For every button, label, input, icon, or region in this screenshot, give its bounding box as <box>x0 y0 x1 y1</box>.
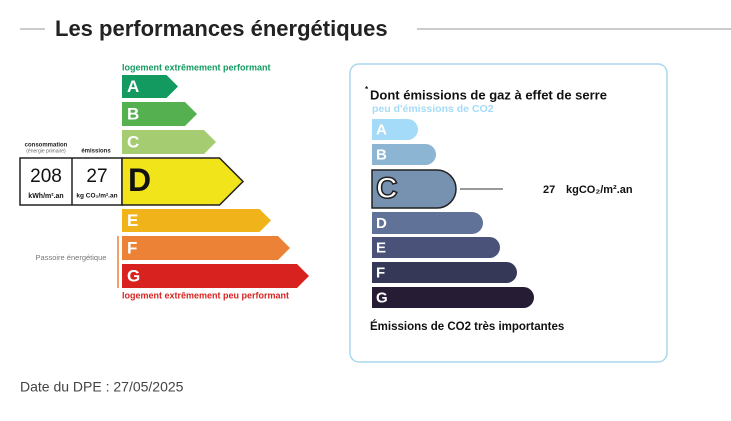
consumption-header: consommation <box>25 143 68 149</box>
consumption-value: 208 <box>30 166 62 187</box>
ges-class-letter: B <box>376 146 387 163</box>
ges-class-bar <box>372 212 483 234</box>
emissions-unit: kg CO₂/m².an <box>76 193 117 200</box>
ges-title: Dont émissions de gaz à effet de serre <box>370 87 607 102</box>
ges-value: 27 <box>543 184 555 196</box>
energy-class-letter: D <box>128 162 151 198</box>
energy-class-bar <box>122 102 197 126</box>
energy-class-letter: G <box>127 266 140 285</box>
consumption-sub: (énergie primaire) <box>26 148 66 154</box>
energy-class-bar <box>122 75 178 98</box>
energy-class-letter: E <box>127 211 138 230</box>
ges-class-letter: E <box>376 239 386 256</box>
value-box <box>19 157 123 206</box>
ges-title-mark: * <box>365 85 369 94</box>
ges-class-bar <box>372 262 517 283</box>
passoire-label: Passoire énergétique <box>36 253 107 262</box>
ges-class-letter: D <box>376 215 387 232</box>
energy-class-bar <box>122 130 216 154</box>
ges-class-letter: C <box>376 172 398 205</box>
ges-class-letter: G <box>376 289 388 306</box>
energy-class-bar <box>122 236 290 260</box>
energy-class-bar <box>122 209 271 232</box>
energy-class-letter: F <box>127 238 137 257</box>
dpe-date: Date du DPE : 27/05/2025 <box>20 379 184 395</box>
ges-class-letter: F <box>376 264 385 281</box>
ges-class-bar <box>372 119 418 140</box>
consumption-unit: kWh/m².an <box>28 193 63 200</box>
emissions-value: 27 <box>86 166 107 187</box>
energy-class-bar <box>122 264 309 288</box>
energy-class-bar <box>121 157 245 206</box>
section-title: Les performances énergétiques <box>55 16 388 41</box>
ges-bottom-label: Émissions de CO2 très importantes <box>370 320 564 333</box>
ges-unit: kgCO₂/m².an <box>566 184 633 196</box>
energy-class-letter: A <box>127 77 139 96</box>
energy-class-letter: B <box>127 104 139 123</box>
energy-class-letter: C <box>127 132 139 151</box>
ges-class-bar <box>372 237 500 258</box>
ges-class-bar <box>372 144 437 165</box>
emissions-header: émissions <box>81 149 111 155</box>
ges-class-bar <box>372 287 534 308</box>
ges-top-label: peu d'émissions de CO2 <box>372 103 494 115</box>
ges-class-bar <box>371 169 457 209</box>
ges-class-letter: A <box>376 121 387 138</box>
top-label: logement extrêmement performant <box>122 62 271 72</box>
bottom-label: logement extrêmement peu performant <box>122 290 289 300</box>
